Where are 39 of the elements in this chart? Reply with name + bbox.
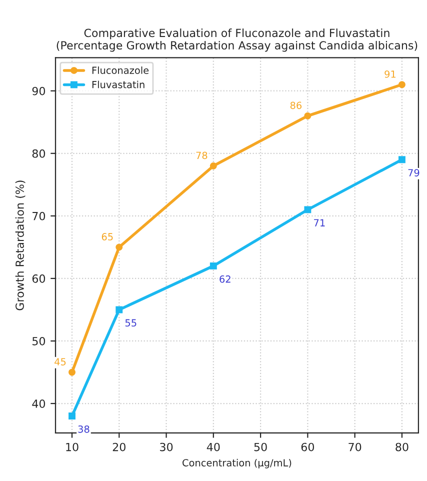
- x-tick-label: 60: [301, 442, 314, 452]
- data-label: 38: [78, 425, 90, 433]
- point: [68, 412, 76, 420]
- data-label: 55: [125, 319, 136, 327]
- chart-title: Comparative Evaluation of Fluconazole and Fluvastatin (Percentage Growth Retardation Assay against Candida albicans): [56, 28, 418, 52]
- point: [304, 206, 312, 214]
- y-tick-label: 70: [32, 212, 46, 220]
- x-tick-label: 80: [396, 442, 408, 452]
- point: [304, 112, 312, 120]
- y-tick-label: 50: [32, 336, 46, 346]
- point: [116, 306, 123, 314]
- y-tick-label: 40: [32, 399, 46, 408]
- y-axis-title: Growth Retardation (%): [15, 180, 26, 310]
- data-label: 62: [220, 275, 230, 283]
- y-tick-label: 60: [32, 274, 46, 283]
- point: [398, 156, 406, 164]
- data-label: 86: [290, 102, 302, 110]
- data-label: 71: [314, 219, 325, 226]
- data-label: 65: [102, 233, 113, 240]
- data-label: 78: [196, 152, 208, 160]
- data-label: 45: [54, 358, 66, 366]
- y-tick-label: 90: [32, 86, 46, 96]
- point: [210, 262, 217, 270]
- legend-label: Fluconazole: [92, 66, 149, 74]
- x-tick-label: 20: [112, 442, 126, 452]
- x-tick-label: 10: [66, 442, 78, 452]
- x-axis-title: Concentration (µg/mL): [182, 458, 292, 468]
- point: [210, 162, 217, 170]
- x-tick-label: 30: [160, 442, 173, 452]
- x-tick-label: 50: [254, 442, 267, 452]
- point: [68, 368, 76, 376]
- data-label: 91: [384, 70, 396, 78]
- y-tick-label: 80: [32, 149, 46, 158]
- legend-label: Fluvastatin: [92, 80, 144, 88]
- point: [116, 244, 123, 251]
- data-label: 79: [408, 169, 420, 176]
- x-tick-label: 70: [348, 442, 362, 452]
- point: [398, 81, 406, 88]
- x-tick-label: 40: [206, 442, 220, 452]
